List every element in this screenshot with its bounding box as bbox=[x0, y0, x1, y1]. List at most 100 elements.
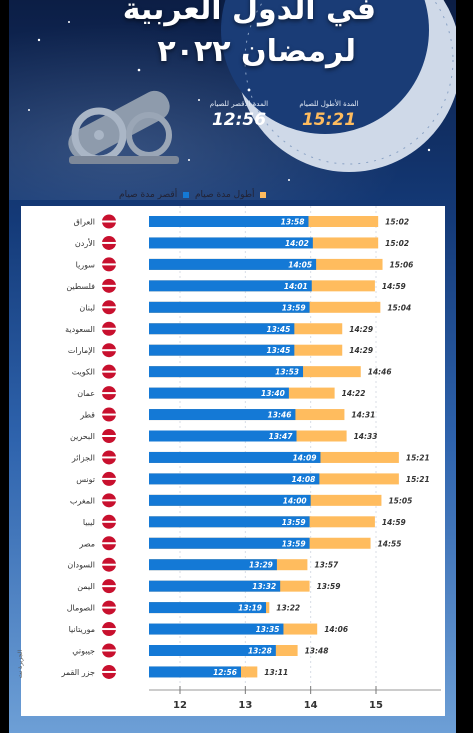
flag-stripe bbox=[102, 670, 116, 673]
label-short: 13:59 bbox=[282, 518, 306, 527]
flag-stripe bbox=[102, 392, 116, 395]
label-long: 14:29 bbox=[349, 325, 373, 334]
category-label: السودان bbox=[67, 561, 95, 570]
flag-icon bbox=[102, 429, 116, 443]
flag-icon bbox=[102, 600, 116, 615]
flag-stripe bbox=[102, 263, 116, 266]
flag-icon bbox=[102, 235, 116, 250]
flag-icon bbox=[102, 364, 116, 379]
label-short: 13:32 bbox=[252, 582, 276, 591]
flag-icon bbox=[102, 278, 116, 293]
label-short: 14:08 bbox=[292, 475, 316, 484]
flag-stripe bbox=[102, 370, 116, 373]
category-label: ليبيا bbox=[83, 518, 95, 527]
legend-shortest-label: أقصر مدة صيام bbox=[119, 190, 178, 200]
flag-icon bbox=[102, 343, 116, 358]
category-label: فلسطين bbox=[66, 282, 95, 291]
label-long: 14:46 bbox=[368, 368, 392, 377]
label-short: 13:58 bbox=[281, 218, 305, 227]
category-label: قطر bbox=[79, 411, 95, 420]
flag-stripe bbox=[102, 220, 116, 223]
flag-stripe bbox=[102, 413, 116, 416]
chart-panel: 13:58 15:02 العراق 14:02 15:02 الأردن 14:05 15:… bbox=[21, 206, 445, 716]
category-label: تونس bbox=[76, 475, 95, 484]
label-short: 14:09 bbox=[293, 453, 317, 462]
legend-shortest-swatch bbox=[183, 191, 190, 198]
label-short: 13:29 bbox=[249, 561, 273, 570]
flag-stripe bbox=[102, 306, 116, 309]
label-long: 13:57 bbox=[314, 561, 339, 570]
flag-icon bbox=[102, 536, 116, 551]
longest-stat-label: المدة الأطول للصيام bbox=[299, 100, 359, 108]
flag-stripe bbox=[102, 649, 116, 652]
cannon-icon bbox=[68, 90, 179, 164]
bar-short bbox=[149, 387, 289, 399]
category-label: الكويت bbox=[72, 368, 95, 377]
title-line-1: في الدول العربية bbox=[122, 0, 376, 27]
label-long: 15:06 bbox=[390, 260, 414, 269]
category-label: الصومال bbox=[67, 604, 95, 613]
label-short: 13:19 bbox=[238, 604, 262, 613]
flag-icon bbox=[102, 257, 116, 272]
bar-short bbox=[149, 645, 276, 656]
label-long: 14:59 bbox=[382, 518, 406, 527]
bar-short bbox=[149, 216, 309, 227]
x-tick-label: 13 bbox=[238, 700, 252, 711]
label-short: 13:47 bbox=[269, 432, 294, 441]
label-long: 14:29 bbox=[349, 346, 373, 355]
category-label: جزر القمر bbox=[60, 668, 95, 677]
flag-icon bbox=[102, 664, 116, 679]
label-short: 13:45 bbox=[266, 325, 290, 334]
title-line-2: لرمضان ٢٠٢٢ bbox=[157, 34, 356, 69]
bar-short bbox=[149, 623, 284, 635]
flag-stripe bbox=[102, 606, 116, 609]
label-long: 15:02 bbox=[385, 239, 409, 248]
label-short: 13:28 bbox=[248, 647, 272, 656]
credit-text: الجزيرة نت bbox=[17, 650, 24, 679]
category-label: المغرب bbox=[70, 496, 95, 505]
header-art bbox=[28, 0, 456, 181]
category-label: عمان bbox=[77, 389, 95, 398]
flag-icon bbox=[102, 471, 116, 486]
bar-short bbox=[149, 666, 241, 678]
bar-short bbox=[149, 451, 321, 463]
flag-stripe bbox=[102, 499, 116, 502]
flag-icon bbox=[102, 386, 116, 401]
crescent-moon-icon bbox=[221, 0, 456, 172]
category-label: الجزائر bbox=[71, 453, 95, 462]
label-long: 14:33 bbox=[354, 432, 378, 441]
flag-stripe bbox=[102, 241, 116, 244]
x-tick-label: 12 bbox=[173, 700, 187, 711]
category-label: سوريا bbox=[76, 260, 96, 269]
flag-stripe bbox=[102, 435, 116, 437]
flag-stripe bbox=[102, 585, 116, 588]
label-short: 13:46 bbox=[268, 411, 292, 420]
category-label: لبنان bbox=[79, 303, 95, 312]
bar-short bbox=[149, 430, 297, 442]
label-long: 13:59 bbox=[317, 582, 341, 591]
label-short: 12:56 bbox=[213, 668, 237, 677]
shortest-stat-value: 12:56 bbox=[211, 110, 267, 130]
legend-longest-label: أطول مدة صيام bbox=[194, 190, 255, 200]
flag-icon bbox=[102, 622, 116, 637]
longest-stat: المدة الأطول للصيام 15:21 bbox=[289, 100, 369, 130]
flag-stripe bbox=[102, 628, 116, 631]
bar-short bbox=[149, 516, 310, 528]
category-label: الإمارات bbox=[68, 346, 95, 356]
category-label: مصر bbox=[78, 539, 95, 548]
infographic-frame: في الدول العربية لرمضان ٢٠٢٢ المدة الأطو… bbox=[9, 0, 456, 733]
bar-short bbox=[149, 280, 312, 292]
category-label: جيبوتي bbox=[72, 647, 95, 656]
label-long: 14:22 bbox=[342, 389, 366, 398]
flag-icon bbox=[102, 214, 116, 229]
category-label: اليمن bbox=[77, 582, 95, 591]
stars-decoration bbox=[28, 21, 431, 181]
bar-short bbox=[149, 409, 296, 421]
shortest-stat-label: المدة الأقصر للصيام bbox=[209, 100, 269, 108]
flag-icon bbox=[102, 557, 116, 572]
bar-short bbox=[149, 237, 313, 249]
legend-longest-swatch bbox=[260, 191, 267, 198]
flag-icon bbox=[102, 493, 116, 508]
label-short: 14:05 bbox=[288, 260, 312, 269]
flag-stripe bbox=[102, 542, 116, 545]
